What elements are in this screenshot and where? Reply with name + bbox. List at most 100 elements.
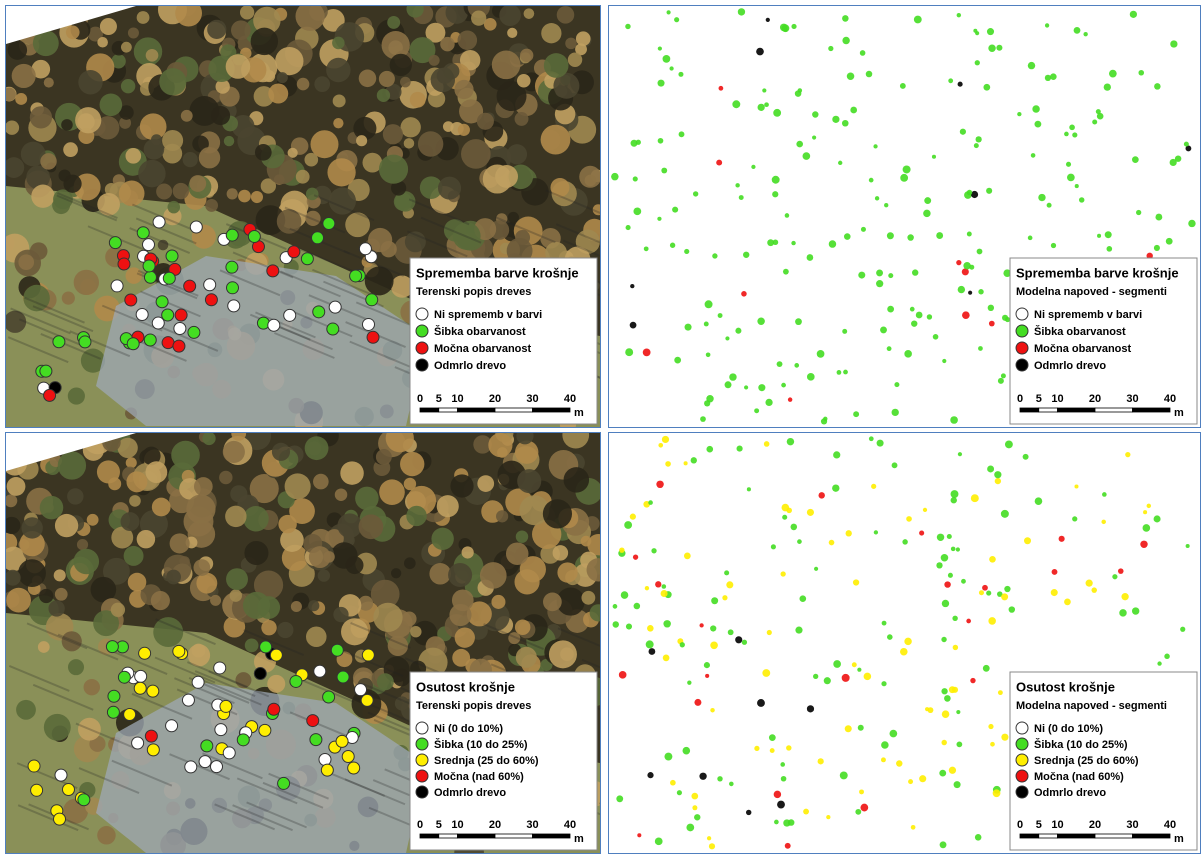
model-segment	[798, 88, 803, 93]
tree-crown	[44, 714, 71, 741]
legend-label: Ni (0 do 10%)	[1034, 723, 1103, 735]
tree-crown	[199, 147, 220, 168]
tree-crown	[97, 826, 115, 844]
model-segment	[694, 814, 700, 820]
model-segment	[894, 382, 899, 387]
model-segment	[717, 776, 722, 781]
tree-crown	[138, 160, 165, 187]
model-segment	[704, 322, 709, 327]
survey-point	[350, 270, 362, 282]
model-segment	[683, 747, 691, 755]
model-segment	[814, 567, 818, 571]
survey-point	[205, 294, 217, 306]
survey-point	[237, 734, 249, 746]
tree-crown	[251, 191, 263, 203]
survey-point	[348, 762, 360, 774]
tree-crown	[30, 106, 52, 128]
scale-segment	[495, 408, 533, 412]
tree-crown	[379, 71, 395, 87]
tree-crown	[355, 487, 379, 511]
scale-label: 0	[1017, 819, 1023, 831]
model-segment	[812, 111, 818, 117]
model-segment	[1009, 606, 1015, 612]
model-segment	[658, 46, 662, 50]
tree-crown	[231, 20, 251, 40]
model-segment	[1001, 510, 1009, 518]
model-segment	[858, 272, 865, 279]
survey-point	[248, 230, 260, 242]
model-segment	[777, 361, 783, 367]
survey-point	[134, 682, 146, 694]
scale-label: 5	[436, 393, 442, 405]
legend-swatch	[1016, 308, 1028, 320]
tree-crown	[223, 441, 245, 463]
model-segment	[1074, 485, 1078, 489]
survey-point	[329, 301, 341, 313]
model-segment	[1170, 40, 1177, 47]
legend-title: Sprememba barve krošnje	[416, 265, 579, 280]
model-segment	[996, 45, 1002, 51]
legend: Sprememba barve krošnjeModelna napoved -…	[1010, 258, 1197, 424]
model-segment	[923, 210, 930, 217]
model-segment	[826, 815, 830, 819]
model-segment	[658, 138, 664, 144]
model-segment	[866, 71, 873, 78]
survey-point	[362, 649, 374, 661]
tree-crown	[387, 16, 400, 29]
tree-crown	[492, 51, 521, 80]
tree-crown	[126, 267, 142, 283]
tree-crown	[356, 135, 367, 146]
tree-crown	[119, 181, 145, 207]
legend-label: Odmrlo drevo	[1034, 787, 1106, 799]
model-segment	[988, 44, 995, 51]
tree-crown	[126, 148, 142, 164]
tree-crown	[126, 457, 137, 468]
survey-point	[62, 783, 74, 795]
model-segment	[735, 328, 741, 334]
tree-crown	[245, 639, 259, 653]
tree-crown	[458, 124, 470, 136]
scale-label: 30	[526, 819, 538, 831]
survey-point	[313, 306, 325, 318]
survey-point	[152, 317, 164, 329]
tree-crown	[557, 562, 577, 582]
legend-swatch	[416, 308, 428, 320]
model-segment	[1188, 220, 1195, 227]
scale-segment	[1095, 408, 1133, 412]
model-segment	[1024, 537, 1031, 544]
survey-point	[254, 668, 266, 680]
model-segment	[970, 678, 975, 683]
model-segment	[881, 741, 889, 749]
model-segment	[764, 102, 769, 107]
model-segment	[1072, 132, 1077, 137]
model-segment	[958, 286, 965, 293]
tree-crown	[437, 68, 453, 84]
scale-segment	[439, 834, 458, 838]
tree-crown	[267, 675, 285, 693]
model-segment	[663, 655, 670, 662]
model-segment	[1035, 497, 1043, 505]
tree-crown	[111, 603, 125, 617]
legend-swatch	[1016, 722, 1028, 734]
tree-crown	[100, 93, 123, 116]
model-segment	[633, 207, 641, 215]
tree-crown	[340, 461, 363, 484]
model-segment	[852, 662, 857, 667]
model-segment	[613, 604, 618, 609]
model-segment	[1105, 231, 1112, 238]
tree-crown	[543, 499, 572, 528]
model-segment	[630, 322, 637, 329]
tree-crown	[251, 28, 278, 55]
model-segment	[900, 83, 906, 89]
tree-crown	[87, 514, 99, 526]
tree-crown	[346, 556, 364, 574]
survey-point	[270, 649, 282, 661]
legend-swatch	[416, 325, 428, 337]
model-segment	[782, 515, 787, 520]
model-segment	[1119, 609, 1126, 616]
scale-segment	[439, 408, 458, 412]
model-segment	[712, 253, 717, 258]
model-segment	[772, 176, 780, 184]
model-segment	[974, 143, 979, 148]
legend-label: Odmrlo drevo	[434, 360, 506, 372]
